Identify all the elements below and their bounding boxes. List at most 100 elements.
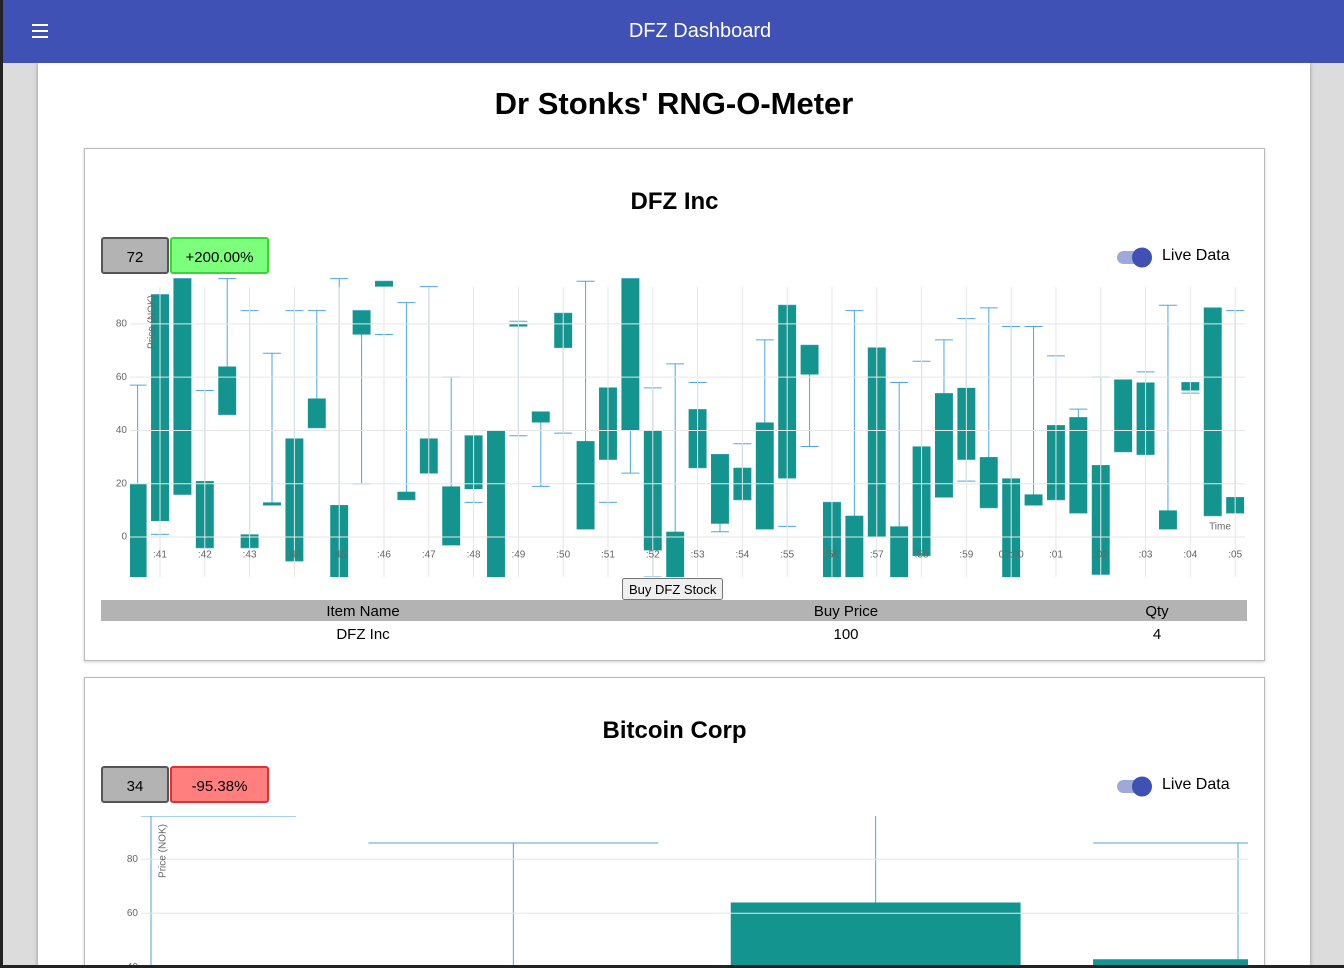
x-tick-label: :04: [1183, 550, 1197, 561]
y-axis-label: Price (NOK): [158, 824, 169, 878]
candle-body: [1093, 959, 1248, 968]
candle-body: [666, 531, 685, 577]
x-tick-label: :47: [422, 550, 436, 561]
candle-body: [845, 515, 864, 577]
x-tick-label: :44: [287, 550, 301, 561]
table-header-cell: Qty: [1145, 603, 1169, 620]
candle-body: [979, 457, 998, 508]
table-cell: DFZ Inc: [336, 626, 390, 643]
candle-body: [890, 526, 909, 577]
x-tick-label: :03: [1139, 550, 1153, 561]
plot: [130, 278, 1245, 577]
candle-body: [1114, 379, 1133, 452]
y-tick-label: 60: [127, 908, 139, 919]
x-tick-label: :57: [870, 550, 884, 561]
candle-body: [800, 345, 819, 375]
stock-card: Bitcoin Corp 34 -95.38% Live Data 40 60 80…: [84, 677, 1265, 968]
candle-body: [730, 902, 1021, 968]
plot: [141, 816, 1248, 968]
x-tick-label: 02:00: [999, 550, 1024, 561]
live-toggle[interactable]: [1115, 245, 1155, 269]
x-tick-label: :41: [153, 550, 167, 561]
candle-body: [442, 486, 461, 546]
candle-wick: [352, 310, 371, 485]
y-tick-label: 20: [116, 478, 128, 489]
table-header: [101, 600, 1247, 621]
app-title: DFZ Dashboard: [628, 20, 772, 42]
candle-wick: [368, 842, 659, 968]
live-toggle[interactable]: [1115, 774, 1155, 798]
candle-wick: [1158, 304, 1177, 530]
y-tick-label: 40: [127, 962, 139, 968]
x-tick-label: :45: [332, 550, 346, 561]
x-tick-label: :56: [825, 550, 839, 561]
table-cell: 100: [833, 626, 859, 643]
y-tick-label: 60: [116, 372, 128, 383]
y-tick-label: 0: [121, 532, 127, 543]
candle-wick: [531, 411, 550, 487]
change-box: -95.38%: [170, 766, 269, 803]
table-header-cell: Buy Price: [813, 603, 879, 620]
x-tick-label: :05: [1228, 550, 1242, 561]
x-tick-label: :53: [691, 550, 705, 561]
x-tick-label: :55: [780, 550, 794, 561]
buy-button[interactable]: Buy DFZ Stock: [622, 578, 724, 600]
y-tick-label: 40: [116, 425, 128, 436]
candle-body: [576, 441, 595, 530]
menu-button[interactable]: [28, 20, 52, 42]
x-tick-label: :54: [735, 550, 749, 561]
y-axis-label: Price (NOK): [147, 295, 158, 349]
x-tick-label: :46: [377, 550, 391, 561]
candle-body: [935, 393, 953, 498]
candle-body: [173, 278, 192, 495]
candle-body: [621, 278, 640, 431]
window-border: [0, 965, 1344, 968]
x-tick-label: :42: [198, 550, 212, 561]
price-box: 34: [101, 766, 169, 803]
x-tick-label: :59: [959, 550, 973, 561]
card-title: DFZ Inc: [630, 188, 719, 215]
candle-body: [218, 366, 237, 415]
candle-body: [263, 502, 281, 506]
chart: 40 60 80 Price (NOK): [127, 816, 1248, 968]
live-label: Live Data: [1162, 776, 1230, 793]
candle-body: [1069, 417, 1088, 514]
candle-body: [352, 310, 371, 335]
candle-wick: [263, 352, 281, 506]
change-box: +200.00%: [170, 237, 269, 274]
x-tick-label: :51: [601, 550, 615, 561]
x-tick-label: :50: [556, 550, 570, 561]
window-border: [0, 0, 3, 968]
table-cell: 4: [1152, 626, 1162, 643]
candle-body: [711, 454, 729, 524]
y-tick-label: 80: [116, 319, 128, 330]
x-axis-label: Time: [1209, 522, 1231, 533]
page-title: Dr Stonks' RNG-O-Meter: [494, 86, 854, 121]
candle-wick: [1093, 842, 1248, 968]
card-title: Bitcoin Corp: [602, 717, 747, 744]
y-tick-label: 80: [127, 854, 139, 865]
stock-card: DFZ Inc 72 +200.00% Live Data 0 20 40 60 80:…: [84, 148, 1265, 661]
candle-body: [487, 430, 505, 577]
candle-wick: [1024, 326, 1043, 506]
x-tick-label: :43: [243, 550, 257, 561]
candle-body: [397, 491, 416, 500]
price-box: 72: [101, 237, 169, 274]
candle-body: [531, 411, 550, 423]
x-tick-label: :58: [915, 550, 929, 561]
candle-wick: [397, 302, 416, 501]
candle-body: [1024, 494, 1043, 506]
app-bar: DFZ Dashboard: [0, 0, 1344, 63]
table-header-cell: Item Name: [326, 603, 400, 620]
x-tick-label: :02: [1094, 550, 1108, 561]
candle-body: [130, 483, 147, 577]
x-tick-label: :52: [646, 550, 660, 561]
live-label: Live Data: [1162, 247, 1230, 264]
x-tick-label: :01: [1049, 550, 1063, 561]
candle-body: [375, 281, 393, 287]
candle-body: [307, 398, 326, 428]
candle-body: [755, 422, 774, 530]
chart: 0 20 40 60 80:41:42:43:44:45:46:47:48:49:50:…: [116, 278, 1245, 577]
candle-wick: [141, 816, 296, 968]
